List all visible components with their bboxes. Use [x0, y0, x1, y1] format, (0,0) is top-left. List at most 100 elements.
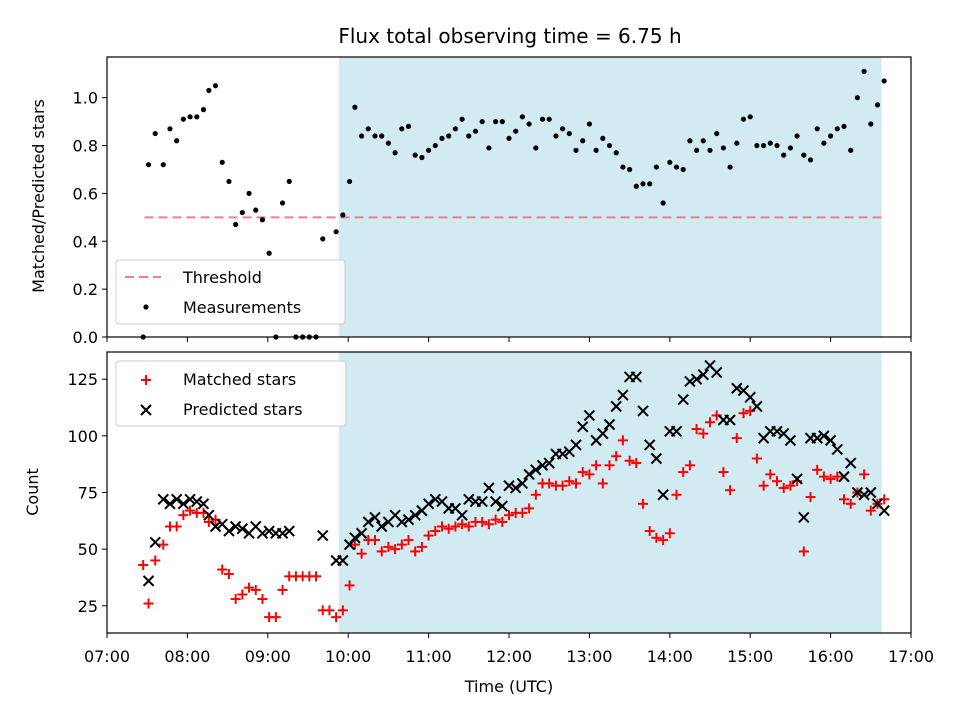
predicted-star-marker	[744, 391, 756, 404]
matched-star-marker	[832, 471, 843, 482]
observing-window-shade	[338, 57, 882, 337]
measurement-point	[239, 209, 245, 216]
bottom-legend: Matched stars Predicted stars	[115, 360, 347, 427]
predicted-star-marker	[791, 473, 803, 485]
cross-b	[657, 489, 669, 501]
measurement-point	[479, 119, 485, 125]
cross-b	[570, 439, 582, 451]
cross-b	[483, 482, 495, 494]
x-axis-label: Time (UTC)	[464, 677, 553, 696]
measurement-point	[841, 123, 847, 130]
predicted-star-marker	[283, 525, 295, 537]
measurement-point	[320, 236, 326, 242]
cross-b	[375, 520, 388, 533]
cross-b	[149, 536, 161, 549]
measurement-point	[868, 121, 874, 127]
cross-b	[731, 382, 743, 394]
matched-star-marker	[684, 460, 695, 471]
predicted-star-marker	[523, 468, 535, 481]
cross-b	[396, 516, 408, 528]
measurement-point	[352, 104, 358, 110]
predicted-star-marker	[483, 482, 495, 494]
matched-star-marker	[731, 433, 742, 444]
measurement-point	[720, 145, 727, 151]
matched-star-marker	[671, 489, 682, 500]
matched-star-marker	[331, 612, 342, 623]
matched-star-marker	[812, 464, 823, 475]
matched-star-marker	[490, 514, 501, 525]
predicted-star-marker	[530, 464, 542, 476]
measurement-point	[794, 133, 800, 139]
predicted-star-marker	[516, 477, 529, 490]
predicted-star-marker	[731, 382, 743, 394]
cross-b	[184, 493, 196, 506]
measurement-point	[807, 157, 814, 163]
matched-star-marker	[344, 580, 355, 591]
predicted-star-marker	[343, 538, 356, 551]
predicted-star-marker	[650, 452, 663, 465]
measurement-point	[834, 126, 840, 132]
measurement-point	[573, 147, 579, 153]
matched-star-marker	[257, 594, 268, 605]
cross-b	[349, 532, 361, 544]
cross-b	[362, 516, 375, 528]
predicted-star-marker	[670, 425, 683, 438]
cross-b	[818, 430, 830, 442]
matched-star-marker	[664, 528, 675, 539]
matched-star-marker	[349, 539, 360, 550]
matched-star-marker	[825, 473, 836, 484]
measurement-point	[874, 102, 881, 108]
matched-star-marker	[141, 375, 151, 385]
matched-star-marker	[631, 458, 642, 469]
matched-star-marker	[798, 546, 809, 557]
cross-b	[523, 468, 535, 481]
measurement-point	[653, 164, 660, 170]
measurement-point	[687, 138, 693, 144]
measurement-point	[667, 159, 673, 165]
x-tick-label: 17:00	[888, 647, 934, 666]
bottom-y-axis-label: Count	[23, 468, 42, 516]
cross-b	[617, 389, 629, 401]
measurement-point	[606, 142, 613, 149]
cross-b	[463, 493, 475, 506]
measurement-point	[707, 147, 713, 153]
cross-b	[389, 509, 401, 521]
matched-star-marker	[658, 535, 669, 546]
measurement-point	[419, 154, 425, 161]
measurement-point	[727, 164, 733, 170]
matched-star-marker	[557, 480, 568, 491]
cross-b	[597, 427, 609, 440]
measurement-point	[774, 142, 780, 149]
matched-star-marker	[571, 478, 581, 489]
predicted-star-marker	[236, 523, 249, 535]
predicted-star-marker	[657, 489, 669, 501]
matched-star-marker	[437, 521, 447, 532]
x-tick-label: 12:00	[486, 647, 532, 666]
predicted-star-marker	[203, 509, 215, 521]
predicted-star-marker	[191, 495, 203, 508]
measurement-point	[633, 183, 639, 189]
bottom-y-tick-label: 50	[78, 540, 98, 559]
predicted-star-marker	[429, 493, 442, 506]
predicted-star-marker	[489, 495, 502, 508]
top-y-tick-label: 0.2	[73, 280, 98, 299]
measurement-point	[359, 133, 365, 139]
x-tick-label: 11:00	[406, 647, 452, 666]
predicted-star-marker	[170, 493, 183, 506]
measurement-point	[814, 126, 820, 132]
cross-b	[164, 498, 176, 510]
predicted-star-marker	[643, 439, 656, 451]
matched-star-marker	[651, 532, 662, 543]
measurement-point	[740, 116, 747, 122]
predicted-star-marker	[509, 482, 522, 494]
measurement-point	[499, 119, 505, 125]
predicted-star-marker	[771, 425, 783, 438]
matched-star-marker	[517, 507, 528, 518]
matched-star-marker	[544, 478, 555, 489]
measurement-point	[767, 140, 773, 146]
x-tick-label: 09:00	[245, 647, 291, 666]
predicted-star-marker	[456, 509, 468, 521]
cross-b	[456, 509, 468, 521]
x-tick-label: 13:00	[566, 647, 612, 666]
matched-star-marker	[324, 605, 335, 616]
